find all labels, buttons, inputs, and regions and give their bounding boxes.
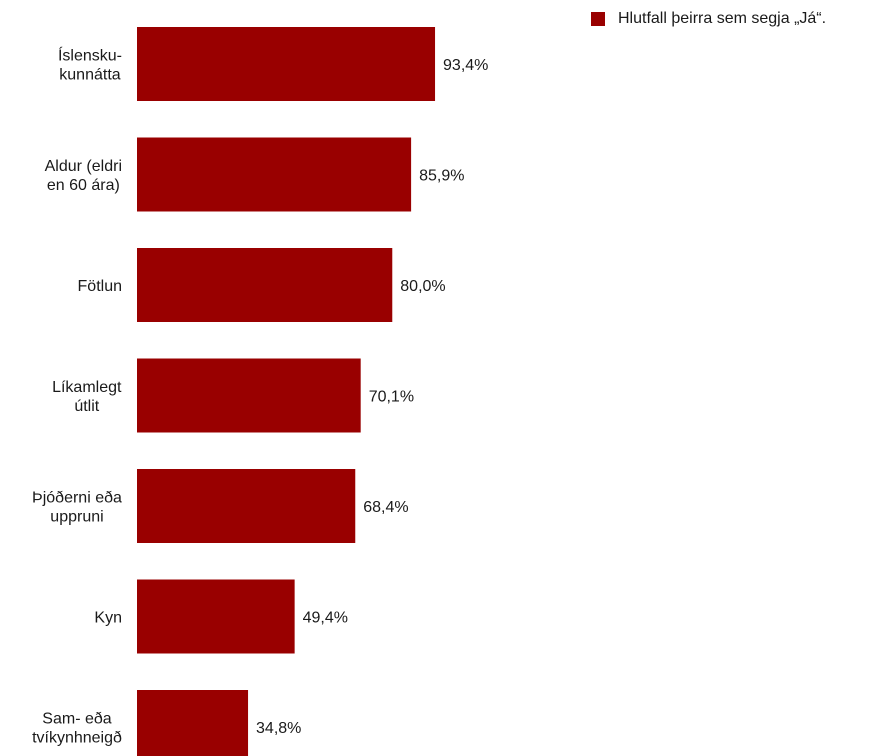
category-labels: Íslensku-kunnátta Aldur (eldri en 60 ára) F… xyxy=(32,46,122,747)
category-label-5: Kyn xyxy=(94,610,122,627)
value-label-6: 34,8% xyxy=(256,720,301,737)
bar-6 xyxy=(137,690,249,756)
value-label-3: 70,1% xyxy=(369,389,414,406)
bars-layer xyxy=(137,27,436,756)
bar-2 xyxy=(137,248,393,322)
category-label-line: Kyn xyxy=(94,610,122,627)
category-label-line: uppruni xyxy=(50,509,103,526)
category-label-1: Aldur (eldri en 60 ára) xyxy=(45,158,122,194)
category-label-line: en 60 ára) xyxy=(47,177,120,194)
category-label-line: útlit xyxy=(74,398,99,415)
value-label-4: 68,4% xyxy=(363,499,408,516)
bar-4 xyxy=(137,469,356,543)
category-label-0: Íslensku-kunnátta xyxy=(58,46,122,84)
category-label-3: Líkamlegt útlit xyxy=(52,379,122,415)
category-label-line: kunnátta xyxy=(59,67,120,84)
category-label-line: Sam- eða xyxy=(42,711,111,728)
category-label-line: Líkamlegt xyxy=(52,379,122,396)
category-label-line: Íslensku- xyxy=(58,46,122,65)
value-label-2: 80,0% xyxy=(400,278,445,295)
category-label-line: Fötlun xyxy=(78,278,122,295)
bar-5 xyxy=(137,579,295,654)
legend-swatch xyxy=(591,12,605,26)
legend-label: Hlutfall þeirra sem segja „Já“. xyxy=(618,10,827,27)
category-label-line: Aldur (eldri xyxy=(45,158,122,175)
value-labels: 93,4% 85,9% 80,0% 70,1% 68,4% 49,4% 34,8% xyxy=(256,57,488,737)
category-label-4: Þjóðerni eða uppruni xyxy=(32,490,122,526)
bar-1 xyxy=(137,137,412,212)
value-label-1: 85,9% xyxy=(419,168,464,185)
value-label-0: 93,4% xyxy=(443,57,488,74)
bar-3 xyxy=(137,358,361,433)
bar-0 xyxy=(137,27,436,101)
category-label-6: Sam- eða tvíkynhneigð xyxy=(32,711,122,747)
value-label-5: 49,4% xyxy=(303,610,348,627)
category-label-2: Fötlun xyxy=(78,278,122,295)
legend: Hlutfall þeirra sem segja „Já“. xyxy=(591,10,826,28)
category-label-line: Þjóðerni eða xyxy=(32,490,122,507)
category-label-line: tvíkynhneigð xyxy=(32,730,122,747)
